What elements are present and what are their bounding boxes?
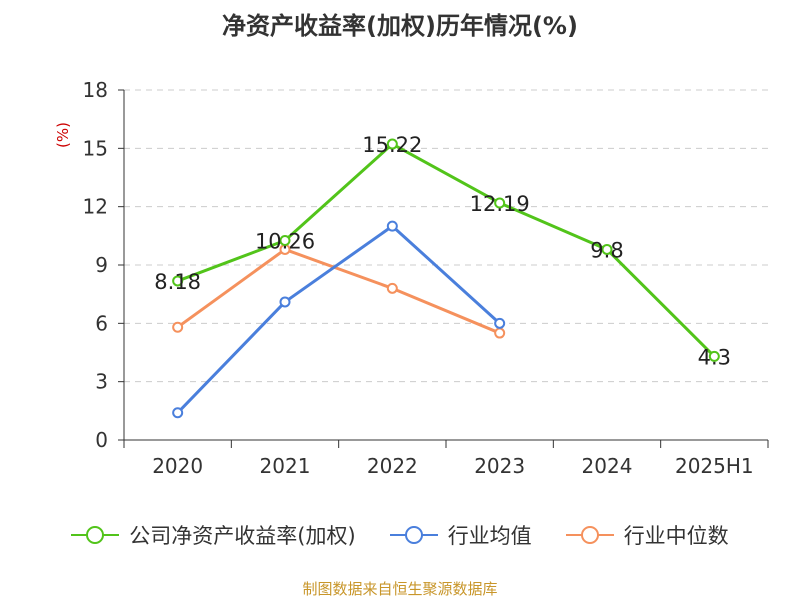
x-tick-label: 2025H1 [675,454,754,478]
series-line [176,224,501,414]
y-tick-label: 0 [95,428,108,452]
chart-title: 净资产收益率(加权)历年情况(%) [222,12,578,40]
data-label: 9.8 [590,238,623,262]
data-point [494,317,506,329]
y-tick-label: 6 [95,311,108,335]
data-point [279,235,291,246]
y-tick-label: 9 [95,253,108,277]
y-tick-label: 15 [83,136,108,160]
legend-label-company-roe: 公司净资产收益率(加权) [129,524,356,548]
x-tick-label: 2023 [474,454,525,478]
data-source-note: 制图数据来自恒生聚源数据库 [302,580,498,598]
data-point [386,282,398,294]
legend-label-industry-mean: 行业均值 [447,524,532,548]
legend-item-industry-mean[interactable]: 行业均值 [389,520,532,550]
data-point [708,350,720,362]
x-tick-label: 2020 [152,454,203,478]
data-label: 8.18 [154,270,201,294]
legend-marker-company-roe [71,526,120,544]
data-point [386,138,398,150]
data-point [172,407,184,419]
y-tick-label: 3 [95,370,108,394]
data-point [279,296,291,308]
data-label: 4.3 [698,345,731,369]
data-point [494,327,506,339]
series-line [176,247,501,335]
x-tick-label: 2024 [582,454,633,478]
legend-item-industry-median[interactable]: 行业中位数 [565,520,729,550]
x-tick-label: 2022 [367,454,418,478]
x-tick-label: 2021 [260,454,311,478]
data-label: 12.19 [470,192,530,216]
data-label: 15.22 [362,133,422,157]
legend-item-company-roe[interactable]: 公司净资产收益率(加权) [71,520,356,550]
data-point [172,275,184,287]
data-point [172,321,184,333]
data-point [494,197,506,209]
series-line [177,142,716,358]
data-label: 10.26 [255,230,315,254]
legend-label-industry-median: 行业中位数 [623,524,729,548]
legend-marker-industry-mean [389,526,438,544]
data-point [386,220,398,232]
data-point [601,243,613,255]
y-tick-label: 12 [83,195,108,219]
legend-marker-industry-median [565,526,614,544]
line-chart: 0 3 6 9 12 15 18 2020 2021 2022 2023 2024 2025H1 8.18… [83,78,769,478]
legend: 公司净资产收益率(加权) 行业均值 行业中位数 [0,520,800,550]
y-tick-label: 18 [83,78,108,102]
